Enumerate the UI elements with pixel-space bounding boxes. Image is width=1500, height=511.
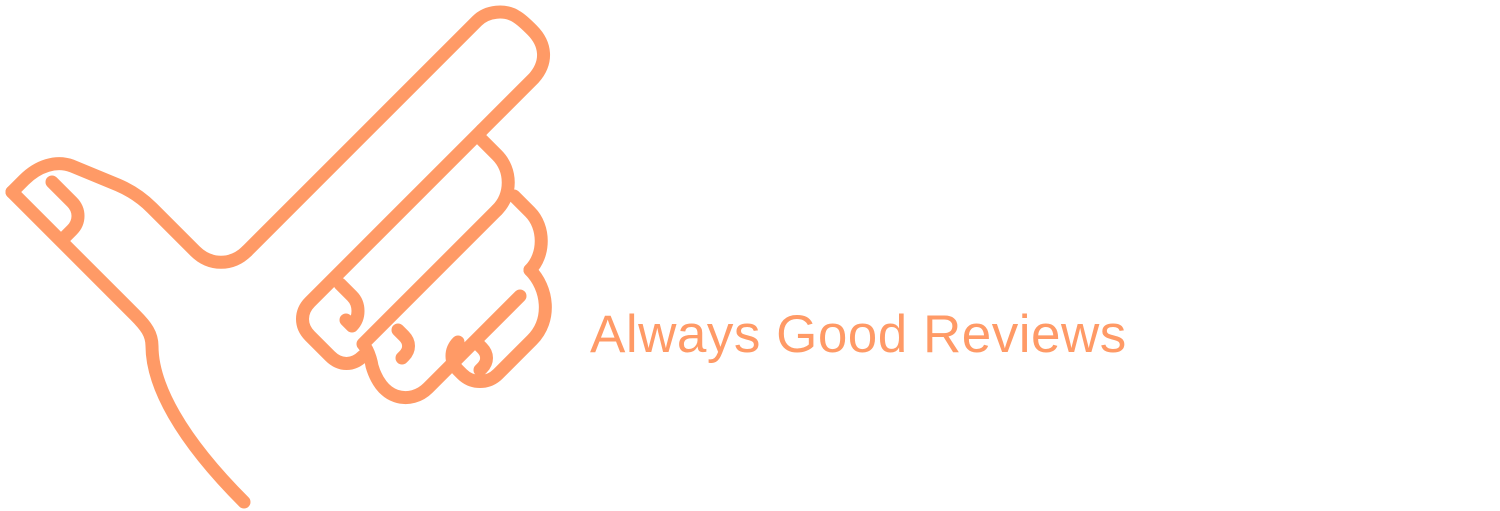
brand-name: Always Good Reviews <box>590 305 1127 364</box>
pointing-hand-icon <box>5 5 552 509</box>
